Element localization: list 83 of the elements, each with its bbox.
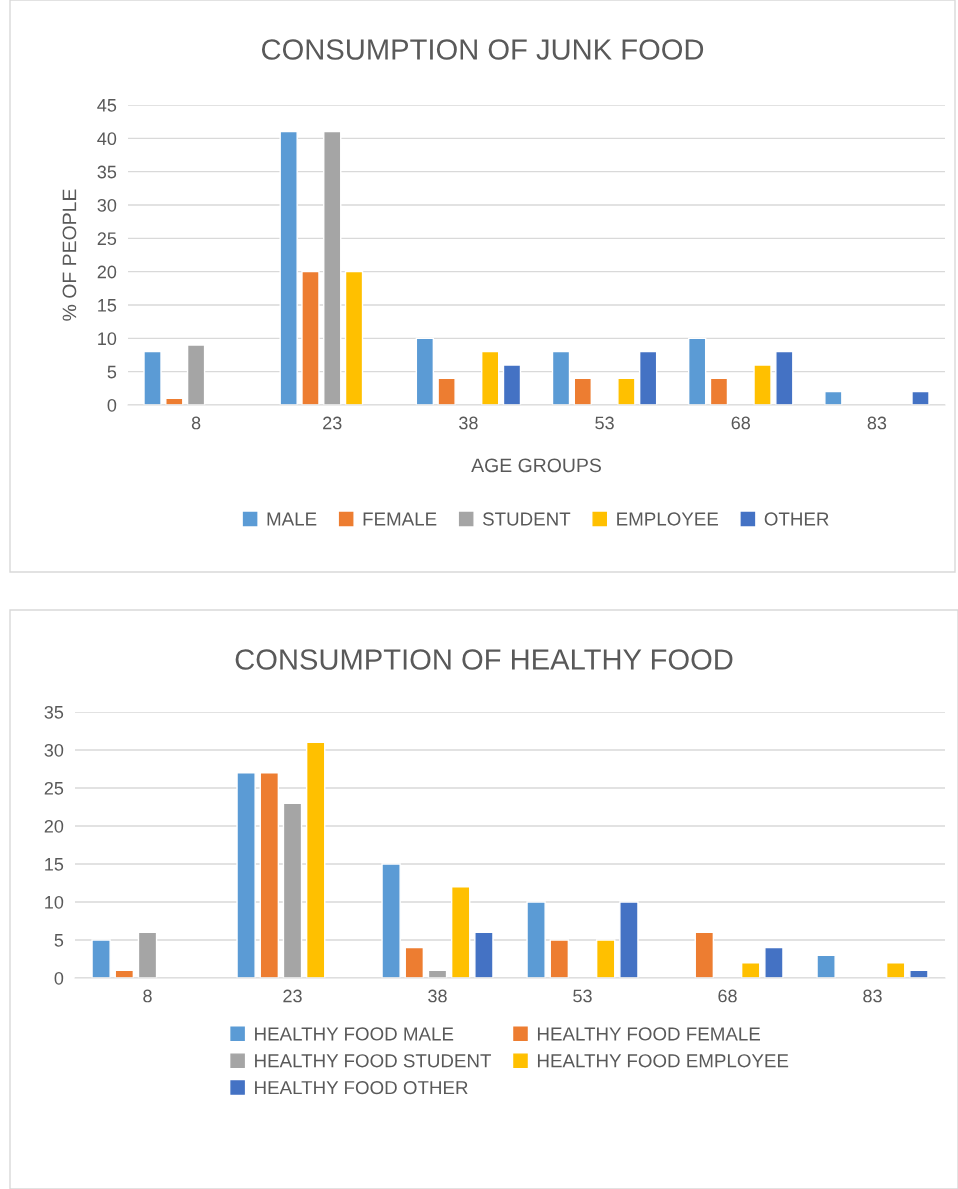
bar: [753, 364, 772, 405]
bar: [186, 344, 206, 405]
bar: [450, 886, 471, 978]
legend-label: HEALTHY FOOD STUDENT: [255, 1054, 492, 1068]
x-tick-label: 23: [323, 416, 342, 430]
bar: [687, 337, 707, 405]
y-tick-label: 10: [98, 332, 117, 346]
bar: [404, 946, 425, 978]
bar: [549, 939, 570, 978]
bar: [619, 901, 639, 978]
bar: [595, 939, 616, 978]
bar: [764, 946, 784, 978]
bar: [236, 772, 256, 978]
x-tick-label: 8: [191, 416, 201, 430]
y-tick-label: 10: [45, 895, 64, 909]
chart-title: CONSUMPTION OF JUNK FOOD: [261, 39, 704, 60]
x-tick-label: 68: [731, 416, 751, 430]
bar: [526, 901, 546, 978]
legend-label: HEALTHY FOOD MALE: [255, 1027, 454, 1041]
y-tick-label: 30: [44, 743, 64, 757]
x-tick-label: 83: [863, 989, 882, 1003]
bar: [551, 350, 571, 405]
bar: [824, 390, 843, 405]
y-tick-label: 25: [97, 232, 117, 246]
x-tick-label: 53: [595, 416, 614, 430]
y-tick-label: 35: [97, 165, 117, 179]
x-axis-title: AGE GROUPS: [471, 458, 601, 473]
bar: [344, 270, 364, 405]
bar: [775, 350, 794, 405]
y-tick-label: 30: [97, 198, 117, 212]
bar: [301, 270, 320, 405]
legend-label: HEALTHY FOOD FEMALE: [537, 1027, 760, 1041]
bar: [694, 931, 715, 978]
bar: [259, 772, 280, 978]
bar: [437, 377, 456, 405]
y-tick-label: 35: [44, 705, 64, 719]
y-tick-label: 15: [98, 299, 117, 312]
y-tick-label: 0: [54, 971, 64, 985]
legend-label: HEALTHY FOOD EMPLOYEE: [537, 1054, 789, 1068]
bar: [709, 377, 729, 405]
legend-label: MALE: [267, 512, 317, 526]
y-tick-label: 40: [97, 132, 117, 146]
bar: [381, 863, 401, 978]
bar: [740, 962, 761, 978]
x-tick-label: 83: [867, 416, 887, 430]
x-tick-label: 68: [718, 989, 737, 1003]
y-tick-label: 0: [107, 398, 117, 412]
bar: [638, 350, 658, 405]
y-tick-label: 5: [107, 365, 117, 379]
legend-label: EMPLOYEE: [617, 512, 719, 526]
bar: [305, 741, 326, 978]
bar: [617, 377, 636, 405]
y-tick-label: 5: [54, 934, 64, 947]
y-tick-label: 45: [97, 99, 117, 112]
bar: [885, 962, 906, 978]
bar: [323, 130, 342, 405]
x-tick-label: 38: [428, 989, 447, 1003]
legend-label: STUDENT: [482, 512, 571, 526]
y-tick-label: 15: [45, 858, 64, 871]
chart-title: CONSUMPTION OF HEALTHY FOOD: [235, 649, 733, 670]
legend-label: HEALTHY FOOD OTHER: [255, 1081, 468, 1095]
bar: [816, 954, 836, 978]
bar: [474, 931, 494, 978]
bar: [415, 337, 435, 405]
bar: [573, 377, 592, 405]
bar: [481, 350, 500, 405]
x-tick-label: 38: [459, 416, 478, 430]
bar: [282, 802, 303, 978]
bar: [137, 931, 158, 978]
y-tick-label: 20: [44, 819, 64, 833]
y-tick-label: 20: [97, 265, 117, 279]
y-axis-title: % OF PEOPLE: [62, 189, 77, 321]
legend-label: OTHER: [764, 512, 829, 526]
legend-label: FEMALE: [363, 512, 437, 526]
bar: [91, 939, 111, 978]
bar: [143, 350, 162, 405]
bar: [279, 130, 298, 405]
x-tick-label: 53: [573, 989, 592, 1003]
x-tick-label: 23: [283, 989, 302, 1003]
y-tick-label: 25: [44, 781, 64, 795]
bar: [911, 390, 930, 405]
x-tick-label: 8: [143, 989, 152, 1003]
bar: [502, 364, 522, 405]
